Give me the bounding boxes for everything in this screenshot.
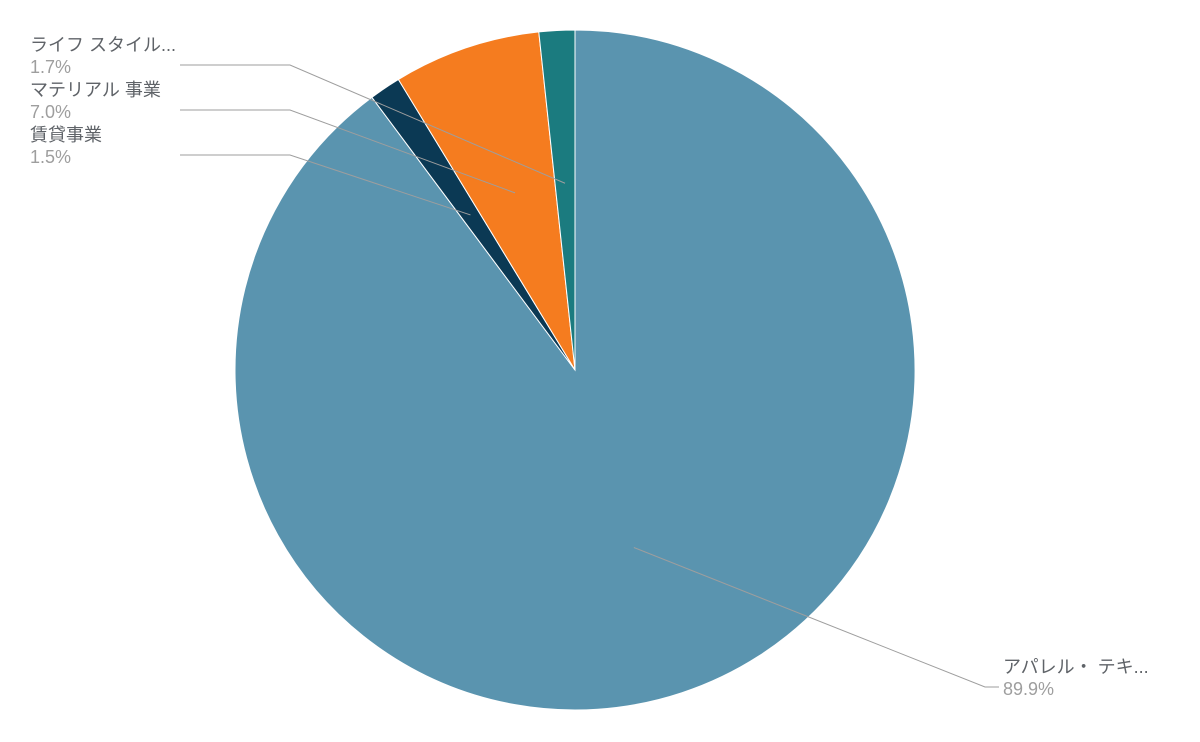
pie-chart-svg <box>0 0 1200 742</box>
slice-label-name: ライフ スタイル... <box>30 35 176 57</box>
slice-label-name: アパレル・ テキ... <box>1003 657 1149 679</box>
slice-label-pct: 7.0% <box>30 102 161 124</box>
slice-label-pct: 1.7% <box>30 57 176 79</box>
slice-label-lease: 賃貸事業 1.5% <box>30 125 102 168</box>
pie-chart-container: ライフ スタイル... 1.7% マテリアル 事業 7.0% 賃貸事業 1.5%… <box>0 0 1200 742</box>
slice-label-name: マテリアル 事業 <box>30 80 161 102</box>
slice-label-lifestyle: ライフ スタイル... 1.7% <box>30 35 176 78</box>
slice-label-name: 賃貸事業 <box>30 125 102 147</box>
slice-label-material: マテリアル 事業 7.0% <box>30 80 161 123</box>
slice-label-pct: 1.5% <box>30 147 102 169</box>
slice-label-pct: 89.9% <box>1003 679 1149 701</box>
slice-label-apparel: アパレル・ テキ... 89.9% <box>1003 657 1149 700</box>
